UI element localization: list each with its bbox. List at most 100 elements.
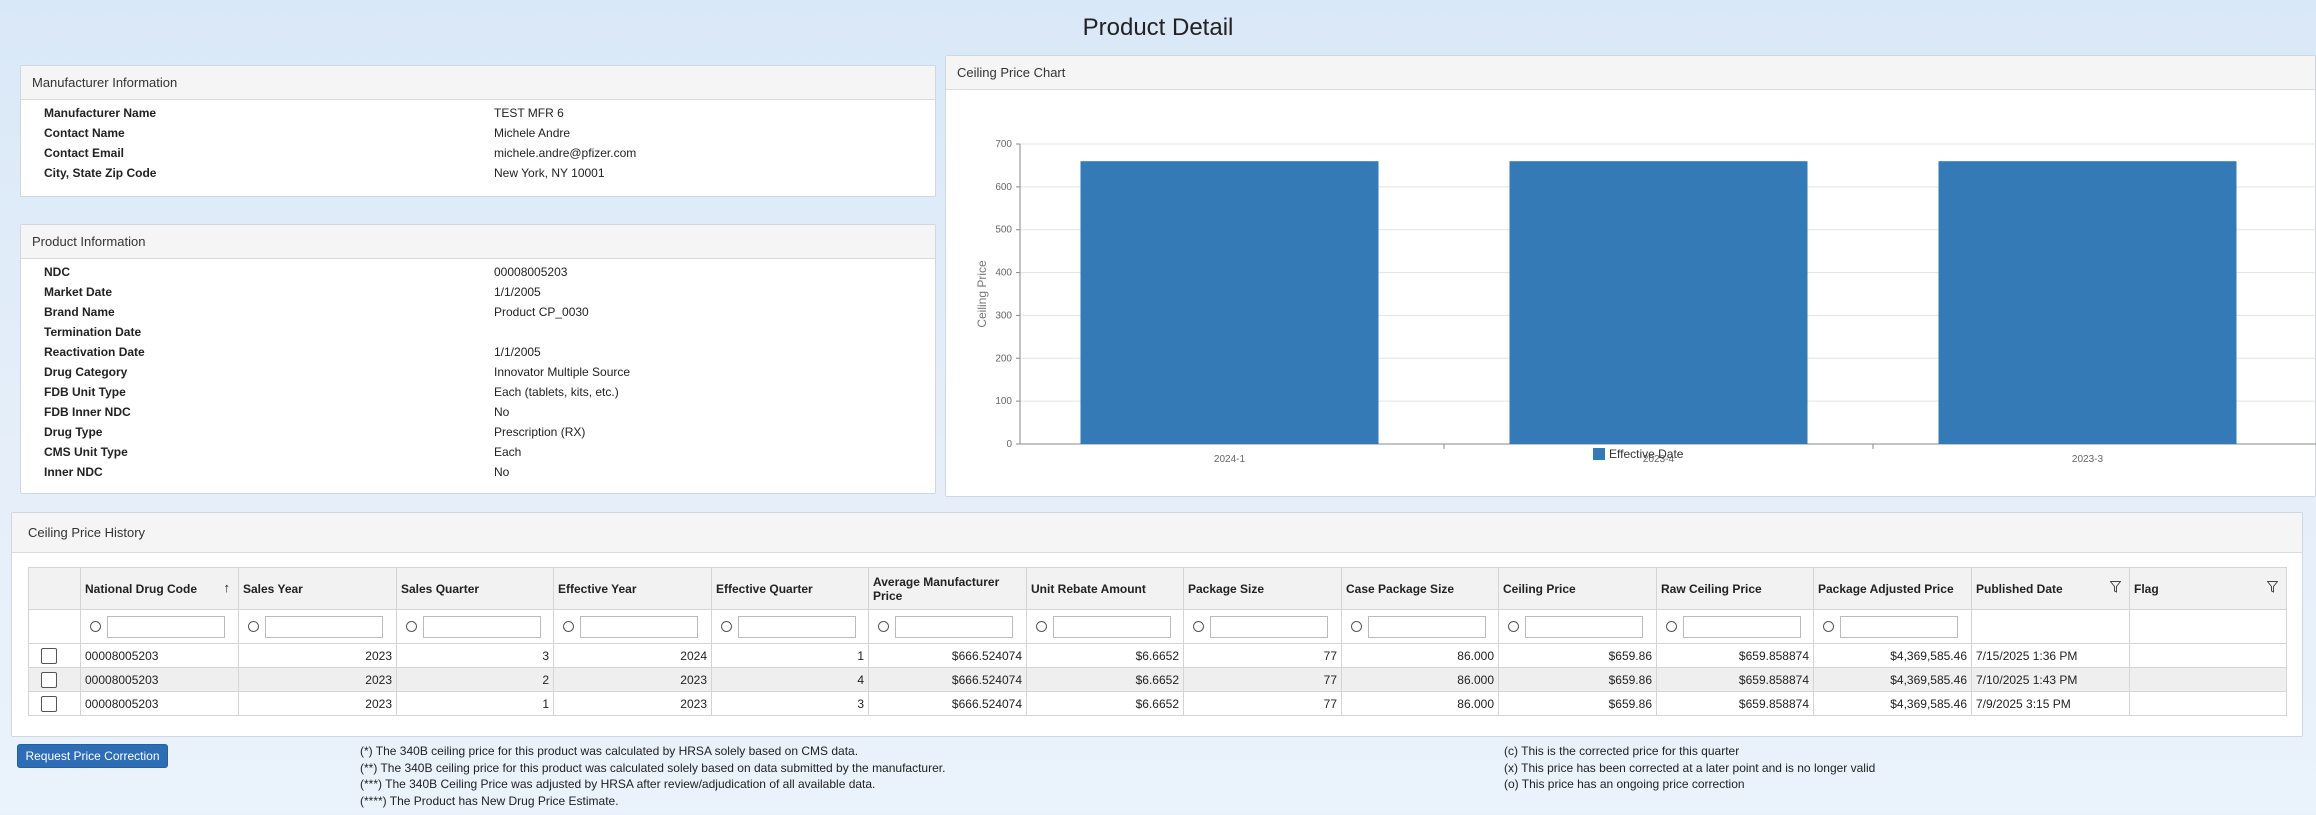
filter-operator-radio[interactable] <box>878 621 889 632</box>
select-column-header <box>28 567 81 610</box>
filter-operator-radio[interactable] <box>1823 621 1834 632</box>
column-header[interactable]: National Drug Code ↑ <box>80 567 239 610</box>
table-cell: 86.000 <box>1341 691 1499 716</box>
table-row[interactable]: 00008005203 2023 1 2023 3 $666.524074 $6.6652 7… <box>28 691 2287 716</box>
table-cell: 86.000 <box>1341 667 1499 692</box>
detail-value: TEST MFR 6 <box>494 106 564 120</box>
chart-panel-header: Ceiling Price Chart <box>946 56 2315 90</box>
table-cell <box>2129 667 2287 692</box>
filter-operator-radio[interactable] <box>721 621 732 632</box>
filter-funnel-icon[interactable] <box>2266 581 2279 593</box>
column-header[interactable]: Sales Year <box>238 567 397 610</box>
detail-row: Drug Category Innovator Multiple Source <box>21 365 935 385</box>
table-cell: 2 <box>396 667 554 692</box>
detail-row: Contact Name Michele Andre <box>21 126 935 146</box>
column-header[interactable]: Ceiling Price <box>1498 567 1657 610</box>
detail-label: FDB Unit Type <box>44 385 126 399</box>
filter-input[interactable] <box>1053 615 1171 638</box>
filter-input[interactable] <box>265 615 383 638</box>
column-header[interactable]: Package Adjusted Price <box>1813 567 1972 610</box>
table-cell: 1 <box>396 691 554 716</box>
footnotes-left: (*) The 340B ceiling price for this prod… <box>360 743 945 809</box>
table-cell: $6.6652 <box>1026 643 1184 668</box>
table-cell: $6.6652 <box>1026 691 1184 716</box>
column-header-label: Ceiling Price <box>1503 581 1576 596</box>
filter-input[interactable] <box>107 615 225 638</box>
table-cell: 2023 <box>553 691 712 716</box>
filter-input[interactable] <box>1840 615 1958 638</box>
filter-controls <box>85 615 234 638</box>
filter-cell <box>396 609 554 644</box>
column-header[interactable]: Published Date <box>1971 567 2130 610</box>
column-header[interactable]: Package Size <box>1183 567 1342 610</box>
filter-input[interactable] <box>738 615 856 638</box>
table-cell: 2023 <box>238 643 397 668</box>
table-cell: 77 <box>1183 643 1342 668</box>
filter-cell <box>80 609 239 644</box>
table-cell: 2023 <box>238 691 397 716</box>
bar[interactable] <box>1080 161 1379 444</box>
bar[interactable] <box>1938 161 2237 444</box>
filter-input[interactable] <box>1683 615 1801 638</box>
column-header[interactable]: Effective Quarter <box>711 567 869 610</box>
filter-operator-radio[interactable] <box>406 621 417 632</box>
filter-operator-radio[interactable] <box>1508 621 1519 632</box>
filter-operator-radio[interactable] <box>1036 621 1047 632</box>
detail-value: Prescription (RX) <box>494 425 586 439</box>
request-price-correction-button[interactable]: Request Price Correction <box>17 744 168 768</box>
legend-label[interactable]: Effective Date <box>1609 447 1684 461</box>
filter-input[interactable] <box>1368 615 1486 638</box>
detail-label: Brand Name <box>44 305 115 319</box>
filter-controls <box>401 615 549 638</box>
y-tick-label: 600 <box>995 182 1012 193</box>
row-checkbox[interactable] <box>41 671 57 688</box>
filter-operator-radio[interactable] <box>1666 621 1677 632</box>
table-row[interactable]: 00008005203 2023 3 2024 1 $666.524074 $6.6652 7… <box>28 643 2287 668</box>
bar[interactable] <box>1509 161 1808 444</box>
filter-funnel-icon[interactable] <box>2109 581 2122 593</box>
column-header[interactable]: Effective Year <box>553 567 712 610</box>
filter-cell <box>711 609 869 644</box>
column-header[interactable]: Average Manufacturer Price <box>868 567 1027 610</box>
row-checkbox[interactable] <box>41 647 57 664</box>
footnote: (c) This is the corrected price for this… <box>1504 744 1740 758</box>
table-cell: 7/10/2025 1:43 PM <box>1971 667 2130 692</box>
filter-input[interactable] <box>895 615 1013 638</box>
detail-row: FDB Unit Type Each (tablets, kits, etc.) <box>21 385 935 405</box>
column-header[interactable]: Raw Ceiling Price <box>1656 567 1814 610</box>
detail-row: Termination Date <box>21 325 935 345</box>
row-checkbox[interactable] <box>41 695 57 712</box>
table-cell: $659.858874 <box>1656 667 1814 692</box>
column-header[interactable]: Sales Quarter <box>396 567 554 610</box>
filter-operator-radio[interactable] <box>1193 621 1204 632</box>
filter-controls <box>558 615 707 638</box>
y-axis-title: Ceiling Price <box>975 260 989 328</box>
detail-value: 1/1/2005 <box>494 285 541 299</box>
filter-cell <box>2129 609 2287 644</box>
filter-input[interactable] <box>1210 615 1328 638</box>
column-header[interactable]: Flag <box>2129 567 2287 610</box>
filter-cell <box>1183 609 1342 644</box>
filter-operator-radio[interactable] <box>563 621 574 632</box>
column-header[interactable]: Unit Rebate Amount <box>1026 567 1184 610</box>
filter-operator-radio[interactable] <box>1351 621 1362 632</box>
x-tick-label: 2023-3 <box>2072 454 2104 465</box>
manufacturer-panel: Manufacturer Information Manufacturer Na… <box>20 65 936 197</box>
table-cell: $659.858874 <box>1656 691 1814 716</box>
detail-label: CMS Unit Type <box>44 445 128 459</box>
filter-input[interactable] <box>423 615 541 638</box>
filter-controls <box>1818 615 1967 638</box>
detail-value: New York, NY 10001 <box>494 166 605 180</box>
filter-controls <box>1031 615 1179 638</box>
y-tick-label: 0 <box>1006 439 1012 450</box>
legend-swatch <box>1593 448 1605 460</box>
column-header-label: Package Size <box>1188 581 1265 596</box>
sort-ascending-icon[interactable]: ↑ <box>223 580 231 595</box>
column-header[interactable]: Case Package Size <box>1341 567 1499 610</box>
filter-operator-radio[interactable] <box>248 621 259 632</box>
column-header-label: Raw Ceiling Price <box>1661 581 1762 596</box>
filter-operator-radio[interactable] <box>90 621 101 632</box>
table-row[interactable]: 00008005203 2023 2 2023 4 $666.524074 $6.6652 7… <box>28 667 2287 692</box>
filter-input[interactable] <box>1525 615 1643 638</box>
filter-input[interactable] <box>580 615 698 638</box>
